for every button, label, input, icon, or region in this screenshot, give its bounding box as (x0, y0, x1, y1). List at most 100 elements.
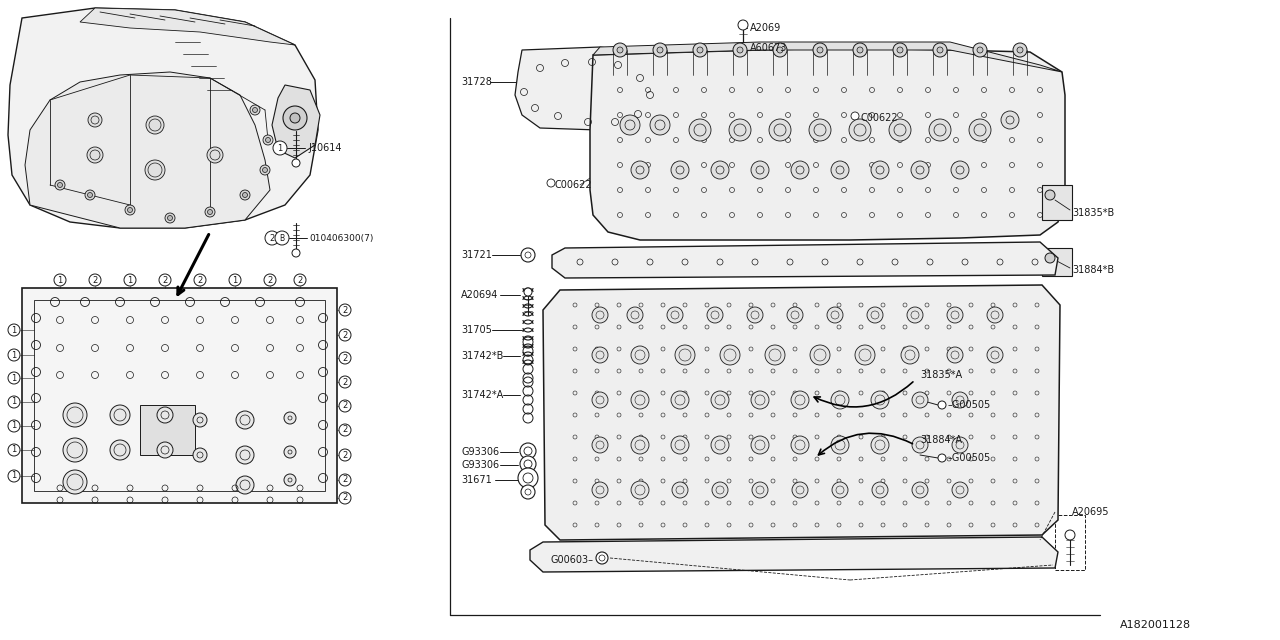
Polygon shape (8, 8, 317, 228)
Circle shape (339, 400, 351, 412)
Circle shape (125, 205, 134, 215)
Circle shape (710, 391, 730, 409)
Text: 2: 2 (342, 305, 348, 314)
Circle shape (292, 249, 300, 257)
Text: 1: 1 (12, 326, 17, 335)
Circle shape (63, 438, 87, 462)
Circle shape (88, 113, 102, 127)
Circle shape (748, 307, 763, 323)
Circle shape (852, 43, 867, 57)
Circle shape (339, 329, 351, 341)
Circle shape (791, 391, 809, 409)
Circle shape (952, 392, 968, 408)
Circle shape (195, 274, 206, 286)
Polygon shape (552, 242, 1059, 278)
Circle shape (283, 106, 307, 130)
Text: 2: 2 (269, 234, 275, 243)
Circle shape (831, 391, 849, 409)
Circle shape (751, 436, 769, 454)
Circle shape (765, 345, 785, 365)
Circle shape (689, 119, 710, 141)
Circle shape (773, 43, 787, 57)
Text: 2: 2 (342, 401, 348, 410)
Circle shape (339, 449, 351, 461)
Circle shape (284, 412, 296, 424)
Circle shape (241, 190, 250, 200)
Circle shape (908, 307, 923, 323)
Circle shape (265, 231, 279, 245)
Bar (1042, 248, 1073, 276)
Polygon shape (530, 537, 1059, 572)
Circle shape (339, 304, 351, 316)
Text: 1: 1 (12, 472, 17, 481)
Circle shape (593, 307, 608, 323)
Circle shape (769, 119, 791, 141)
Circle shape (851, 112, 859, 120)
Text: 2: 2 (342, 378, 348, 387)
Circle shape (657, 47, 663, 53)
Circle shape (938, 401, 946, 409)
Circle shape (165, 213, 175, 223)
Circle shape (205, 207, 215, 217)
Circle shape (739, 20, 748, 30)
Circle shape (1044, 190, 1055, 200)
Text: 31742*B: 31742*B (461, 351, 503, 361)
Bar (1055, 515, 1085, 570)
Circle shape (8, 324, 20, 336)
Circle shape (973, 43, 987, 57)
Text: 2: 2 (342, 451, 348, 460)
Text: G93306: G93306 (461, 447, 499, 457)
Circle shape (831, 161, 849, 179)
Circle shape (858, 47, 863, 53)
Circle shape (631, 161, 649, 179)
Circle shape (817, 47, 823, 53)
Circle shape (339, 352, 351, 364)
Text: G93306: G93306 (461, 460, 499, 470)
Circle shape (1012, 43, 1027, 57)
Circle shape (265, 138, 270, 143)
Circle shape (8, 372, 20, 384)
Circle shape (87, 147, 102, 163)
Circle shape (58, 182, 63, 188)
Circle shape (55, 180, 65, 190)
Circle shape (90, 274, 101, 286)
Circle shape (631, 346, 649, 364)
Text: A20694: A20694 (461, 290, 498, 300)
Circle shape (339, 424, 351, 436)
Circle shape (124, 274, 136, 286)
Bar (1042, 185, 1073, 220)
Circle shape (110, 440, 131, 460)
Text: 010406300(7): 010406300(7) (308, 234, 374, 243)
Circle shape (631, 481, 649, 499)
Text: –G00505: –G00505 (948, 453, 991, 463)
Circle shape (827, 307, 844, 323)
Circle shape (901, 346, 919, 364)
Circle shape (294, 274, 306, 286)
Text: 1: 1 (128, 275, 133, 285)
Text: 2: 2 (163, 275, 168, 285)
Circle shape (252, 108, 257, 113)
Polygon shape (590, 48, 1065, 240)
Text: 2: 2 (268, 275, 273, 285)
Polygon shape (273, 85, 320, 158)
Polygon shape (515, 47, 668, 130)
Circle shape (831, 436, 849, 454)
Circle shape (627, 307, 643, 323)
Text: 2: 2 (342, 493, 348, 502)
Circle shape (110, 405, 131, 425)
Polygon shape (593, 42, 1062, 72)
Circle shape (262, 135, 273, 145)
Circle shape (671, 161, 689, 179)
Text: A2069: A2069 (750, 23, 781, 33)
Circle shape (849, 119, 870, 141)
Circle shape (521, 248, 535, 262)
Circle shape (284, 446, 296, 458)
Circle shape (284, 474, 296, 486)
Circle shape (521, 485, 535, 499)
Circle shape (710, 436, 730, 454)
Text: C00622: C00622 (554, 180, 591, 190)
Text: 2: 2 (92, 275, 97, 285)
Circle shape (712, 482, 728, 498)
Circle shape (291, 113, 300, 123)
Circle shape (692, 43, 707, 57)
